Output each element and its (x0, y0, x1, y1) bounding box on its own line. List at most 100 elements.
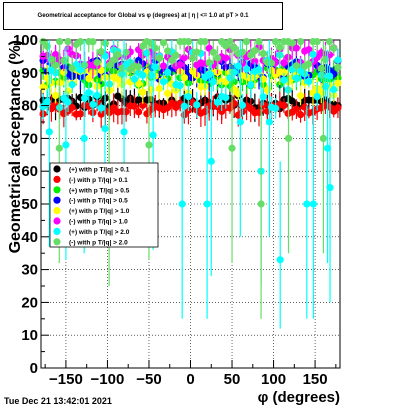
y-tick-label: 20 (21, 294, 38, 311)
legend-entry: (+) with p T/|q| > 2.0 (69, 229, 130, 236)
data-point (272, 38, 280, 46)
data-point (330, 44, 338, 52)
data-point (76, 38, 85, 46)
outlier-point (178, 200, 186, 208)
y-tick-label: 0 (30, 360, 38, 377)
data-point (164, 89, 172, 98)
data-point (139, 42, 147, 50)
data-point (110, 56, 118, 64)
data-point (296, 111, 305, 119)
data-point (176, 60, 184, 69)
data-point (51, 50, 60, 59)
data-point (334, 104, 342, 112)
data-point (259, 49, 267, 58)
data-point (242, 38, 251, 46)
x-tick-label: 50 (224, 371, 241, 388)
data-point (114, 50, 122, 59)
data-point (230, 44, 238, 52)
data-point (155, 54, 163, 62)
outlier-point (203, 200, 211, 208)
data-point (93, 58, 101, 67)
outlier-point (323, 144, 332, 152)
data-point (251, 46, 259, 55)
data-point (280, 101, 288, 110)
data-point (226, 38, 234, 46)
data-point (164, 47, 172, 55)
x-axis-label: φ (degrees) (258, 389, 340, 406)
data-point (272, 104, 280, 112)
data-point (184, 38, 193, 46)
data-point (276, 43, 284, 51)
data-point (247, 81, 255, 89)
data-point (172, 51, 180, 59)
data-point (255, 65, 263, 74)
data-point (159, 39, 168, 47)
data-point (292, 62, 300, 70)
outlier-point (276, 256, 284, 264)
legend-entry: (-) with p T/|q| > 2.0 (69, 239, 128, 246)
y-tick-label: 30 (21, 262, 38, 279)
y-tick-label: 100 (13, 32, 38, 49)
legend-box (49, 162, 159, 248)
legend-marker (53, 207, 61, 215)
data-point (213, 54, 222, 62)
outlier-point (228, 144, 236, 152)
data-point (159, 62, 168, 70)
data-point (97, 104, 105, 112)
y-tick-label: 50 (21, 196, 38, 213)
data-point (292, 44, 300, 52)
data-point (292, 105, 300, 113)
timestamp: Tue Dec 21 13:42:01 2021 (4, 396, 112, 406)
data-point (130, 102, 139, 110)
legend-marker (53, 217, 61, 225)
legend-entry: (-) with p T/|q| > 1.0 (69, 219, 128, 226)
legend-entry: (+) with p T/|q| > 0.5 (69, 187, 130, 194)
data-point (188, 54, 197, 62)
data-point (251, 57, 259, 65)
data-point (193, 101, 201, 109)
data-point (139, 88, 147, 96)
data-point (176, 82, 184, 90)
data-point (288, 39, 296, 47)
outlier-point (236, 118, 244, 126)
data-point (155, 85, 163, 93)
data-point (114, 75, 122, 83)
data-point (76, 110, 85, 118)
data-point (334, 63, 342, 71)
data-point (313, 38, 321, 46)
data-point (180, 54, 188, 62)
data-point (180, 73, 188, 82)
data-point (134, 63, 143, 71)
data-point (280, 76, 288, 84)
data-point (330, 85, 338, 94)
legend-marker (53, 227, 61, 235)
data-point (51, 91, 60, 100)
outlier-point (207, 157, 215, 165)
data-point (305, 46, 313, 54)
y-tick-label: 70 (21, 130, 38, 147)
outlier-point (62, 141, 70, 149)
x-tick-label: 150 (303, 371, 328, 388)
data-point (222, 54, 230, 62)
data-point (193, 48, 201, 56)
outlier-point (101, 124, 109, 133)
data-point (213, 98, 222, 106)
data-point (201, 38, 209, 46)
y-tick-label: 90 (21, 65, 38, 82)
y-tick-label: 10 (21, 327, 38, 344)
data-point (97, 48, 105, 56)
data-point (139, 101, 147, 109)
x-tick-label: −150 (49, 371, 83, 388)
data-point (64, 38, 72, 46)
y-axis-label: Geometrical acceptance (%) (7, 40, 24, 253)
chart-title: Geometrical acceptance for Global vs φ (… (37, 13, 249, 19)
data-point (134, 108, 143, 116)
data-point (305, 60, 313, 68)
data-point (130, 75, 139, 83)
legend-entry: (+) with p T/|q| > 0.1 (69, 167, 130, 174)
data-point (313, 92, 321, 101)
outlier-point (257, 200, 265, 208)
data-point (51, 61, 60, 69)
data-point (93, 91, 101, 99)
